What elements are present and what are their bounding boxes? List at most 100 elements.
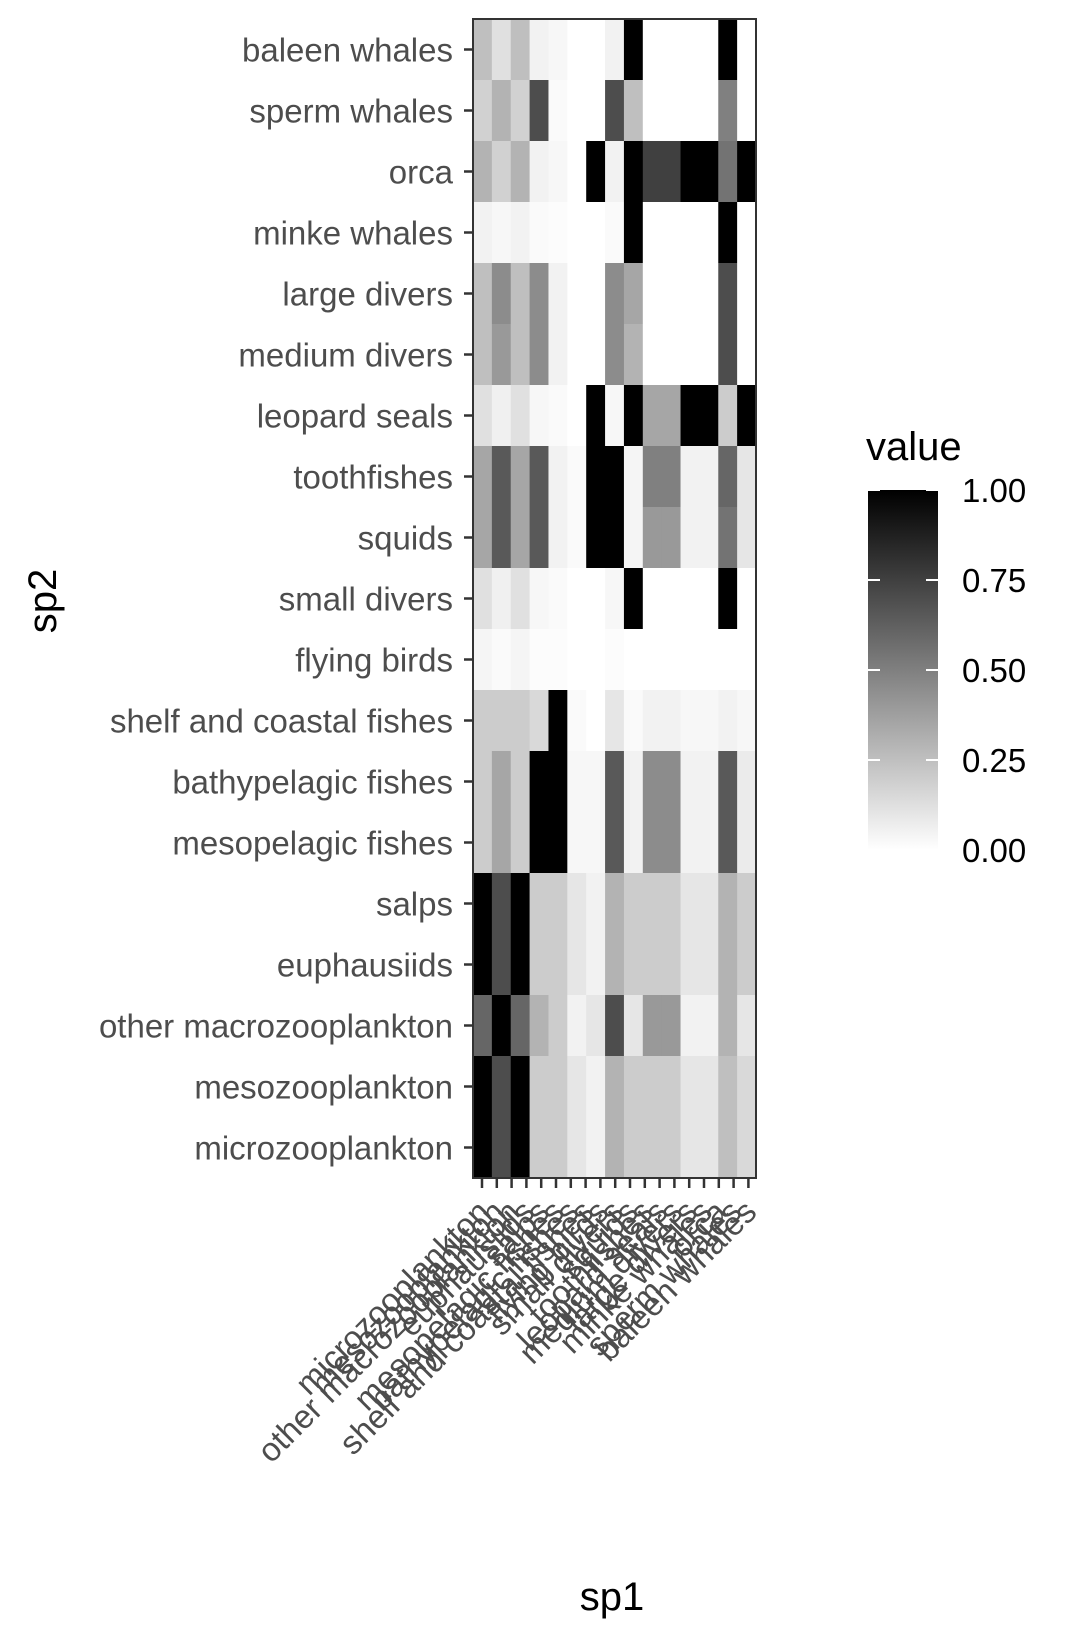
heatmap-cell-microzooplankton-5 xyxy=(548,1117,568,1179)
heatmap-cell-bathypelagic-fishes-7 xyxy=(586,751,606,813)
heatmap-cell-baleen-whales-2 xyxy=(491,19,512,81)
legend: value 1.00 0.75 0.50 0.25 0.00 xyxy=(866,425,1026,869)
heatmap-cell-mesopelagic-fishes-13 xyxy=(699,812,719,874)
heatmap-cell-large-divers-11 xyxy=(661,263,682,325)
heatmap-cell-minke-whales-15 xyxy=(737,202,757,264)
heatmap-cell-sperm-whales-5 xyxy=(548,80,568,142)
heatmap-cell-bathypelagic-fishes-1 xyxy=(473,751,493,813)
heatmap-cell-toothfishes-4 xyxy=(529,446,550,508)
heatmap-cell-euphausiids-6 xyxy=(567,934,587,996)
heatmap-cell-flying-birds-8 xyxy=(605,629,625,691)
heatmap-cell-salps-8 xyxy=(605,873,625,935)
heatmap-cell-large-divers-14 xyxy=(718,263,738,325)
heatmap-cell-flying-birds-2 xyxy=(491,629,512,691)
heatmap-cell-microzooplankton-2 xyxy=(491,1117,512,1179)
heatmap-cell-mesopelagic-fishes-12 xyxy=(680,812,700,874)
heatmap-cell-squids-10 xyxy=(642,507,663,569)
heatmap-cell-squids-9 xyxy=(623,507,644,569)
heatmap-cell-squids-12 xyxy=(680,507,700,569)
heatmap-cell-sperm-whales-13 xyxy=(699,80,719,142)
heatmap-cell-squids-1 xyxy=(473,507,493,569)
heatmap-cell-mesopelagic-fishes-5 xyxy=(548,812,568,874)
heatmap-cell-baleen-whales-3 xyxy=(510,19,531,81)
heatmap-cell-microzooplankton-6 xyxy=(567,1117,587,1179)
heatmap-cell-orca-2 xyxy=(491,141,512,203)
heatmap-cell-other-macrozooplankton-14 xyxy=(718,995,738,1057)
heatmap-cell-euphausiids-4 xyxy=(529,934,550,996)
heatmap-cell-sperm-whales-1 xyxy=(473,80,493,142)
heatmap-cell-mesopelagic-fishes-10 xyxy=(642,812,663,874)
heatmap-cell-minke-whales-8 xyxy=(605,202,625,264)
heatmap-cell-leopard-seals-11 xyxy=(661,385,682,447)
heatmap-cell-toothfishes-14 xyxy=(718,446,738,508)
heatmap-cell-small-divers-4 xyxy=(529,568,550,630)
heatmap-cell-mesozooplankton-12 xyxy=(680,1056,700,1118)
heatmap-cell-euphausiids-14 xyxy=(718,934,738,996)
heatmap-cell-flying-birds-10 xyxy=(642,629,663,691)
heatmap-cell-small-divers-14 xyxy=(718,568,738,630)
heatmap-cell-salps-13 xyxy=(699,873,719,935)
heatmap-cell-bathypelagic-fishes-6 xyxy=(567,751,587,813)
heatmap-cell-euphausiids-13 xyxy=(699,934,719,996)
heatmap-cell-mesopelagic-fishes-15 xyxy=(737,812,757,874)
heatmap-cell-other-macrozooplankton-3 xyxy=(510,995,531,1057)
heatmap-cell-toothfishes-1 xyxy=(473,446,493,508)
heatmap-cell-squids-13 xyxy=(699,507,719,569)
heatmap-cell-mesozooplankton-11 xyxy=(661,1056,682,1118)
heatmap-cell-leopard-seals-4 xyxy=(529,385,550,447)
heatmap-cell-orca-4 xyxy=(529,141,550,203)
heatmap-cell-orca-10 xyxy=(642,141,663,203)
y-tick-label: bathypelagic fishes xyxy=(172,764,453,801)
heatmap-cell-microzooplankton-15 xyxy=(737,1117,757,1179)
heatmap-cell-bathypelagic-fishes-4 xyxy=(529,751,550,813)
heatmap-cell-medium-divers-8 xyxy=(605,324,625,386)
heatmap-cell-shelf-and-coastal-fishes-14 xyxy=(718,690,738,752)
heatmap-cell-other-macrozooplankton-8 xyxy=(605,995,625,1057)
heatmap-cell-baleen-whales-15 xyxy=(737,19,757,81)
heatmap-cell-mesozooplankton-4 xyxy=(529,1056,550,1118)
heatmap-cell-large-divers-12 xyxy=(680,263,700,325)
heatmap-cell-squids-14 xyxy=(718,507,738,569)
y-tick-label: orca xyxy=(389,154,454,191)
heatmap-cell-squids-7 xyxy=(586,507,606,569)
heatmap-cell-sperm-whales-3 xyxy=(510,80,531,142)
heatmap-cell-orca-7 xyxy=(586,141,606,203)
heatmap-cell-squids-5 xyxy=(548,507,568,569)
heatmap-cell-baleen-whales-14 xyxy=(718,19,738,81)
heatmap-cell-flying-birds-1 xyxy=(473,629,493,691)
heatmap-cell-orca-14 xyxy=(718,141,738,203)
y-tick-label: large divers xyxy=(282,276,453,313)
heatmap-cell-mesozooplankton-2 xyxy=(491,1056,512,1118)
heatmap-cell-leopard-seals-14 xyxy=(718,385,738,447)
legend-tick-label: 0.00 xyxy=(962,832,1026,869)
y-tick-label: medium divers xyxy=(238,337,453,374)
heatmap-cell-toothfishes-10 xyxy=(642,446,663,508)
heatmap-cell-euphausiids-15 xyxy=(737,934,757,996)
heatmap-cell-large-divers-15 xyxy=(737,263,757,325)
heatmap-cell-orca-12 xyxy=(680,141,700,203)
heatmap-cell-shelf-and-coastal-fishes-9 xyxy=(623,690,644,752)
heatmap-cell-sperm-whales-15 xyxy=(737,80,757,142)
heatmap-cell-toothfishes-6 xyxy=(567,446,587,508)
heatmap-cell-salps-2 xyxy=(491,873,512,935)
heatmap-cell-bathypelagic-fishes-13 xyxy=(699,751,719,813)
heatmap-cell-bathypelagic-fishes-12 xyxy=(680,751,700,813)
heatmap-cell-flying-birds-15 xyxy=(737,629,757,691)
heatmap-cell-other-macrozooplankton-12 xyxy=(680,995,700,1057)
x-axis-title: sp1 xyxy=(580,1575,645,1619)
heatmap-cell-small-divers-12 xyxy=(680,568,700,630)
heatmap-cell-orca-8 xyxy=(605,141,625,203)
heatmap-cell-minke-whales-11 xyxy=(661,202,682,264)
heatmap-cell-shelf-and-coastal-fishes-8 xyxy=(605,690,625,752)
y-tick-label: other macrozooplankton xyxy=(99,1008,453,1045)
y-axis-title: sp2 xyxy=(21,569,65,634)
heatmap-cell-orca-9 xyxy=(623,141,644,203)
heatmap-cell-minke-whales-9 xyxy=(623,202,644,264)
heatmap-cell-microzooplankton-12 xyxy=(680,1117,700,1179)
heatmap-cell-sperm-whales-10 xyxy=(642,80,663,142)
heatmap-cell-orca-1 xyxy=(473,141,493,203)
heatmap-cell-medium-divers-2 xyxy=(491,324,512,386)
heatmap-cell-minke-whales-3 xyxy=(510,202,531,264)
heatmap-cell-toothfishes-3 xyxy=(510,446,531,508)
heatmap-cell-shelf-and-coastal-fishes-6 xyxy=(567,690,587,752)
